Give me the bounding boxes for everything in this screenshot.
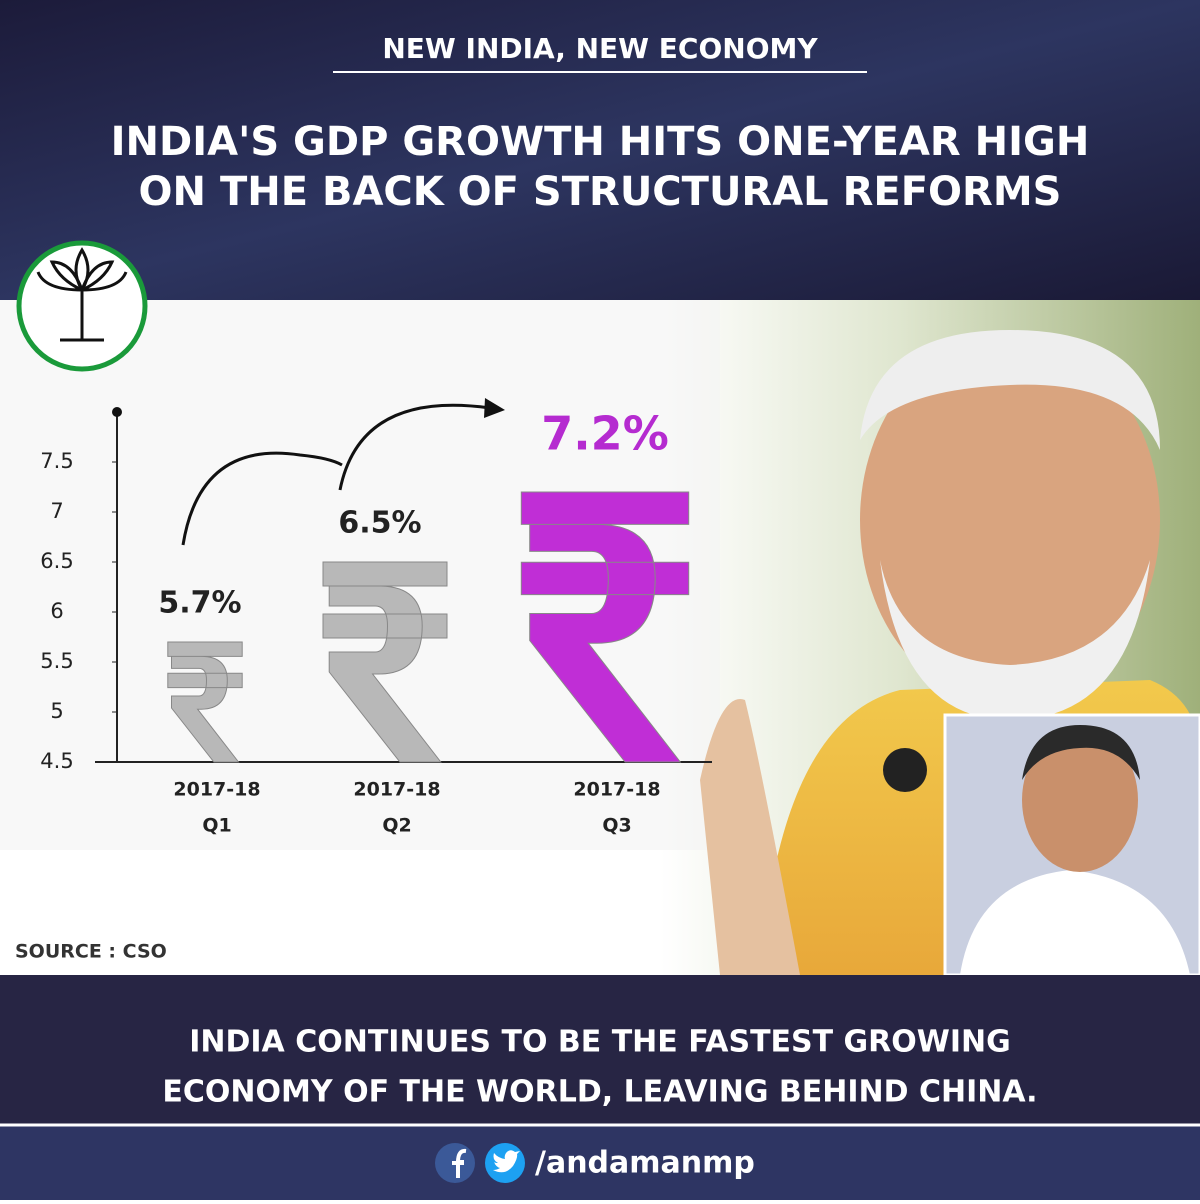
social-handle[interactable]: /andamanmp (535, 1146, 755, 1181)
y-tick-label: 7.5 (40, 449, 73, 473)
x-tick-label: 2017-18 (573, 779, 660, 801)
arrow (181, 451, 343, 546)
y-tick-label: 7 (50, 499, 63, 523)
facebook-glyph (452, 1148, 467, 1178)
footer-message: ECONOMY OF THE WORLD, LEAVING BEHIND CHI… (162, 1075, 1037, 1110)
x-tick-label: 2017-18 (353, 779, 440, 801)
source: SOURCE : CSO (15, 941, 167, 963)
value-label: 5.7% (158, 586, 241, 621)
value-label: 6.5% (338, 506, 421, 541)
footer-message: INDIA CONTINUES TO BE THE FASTEST GROWIN… (189, 1025, 1011, 1060)
social-bar (0, 1125, 1200, 1200)
axis-dot (112, 407, 122, 417)
y-tick-label: 5.5 (40, 649, 73, 673)
y-tick-label: 6.5 (40, 549, 73, 573)
party-logo (16, 240, 148, 372)
kicker: NEW INDIA, NEW ECONOMY (382, 32, 818, 65)
bar (322, 561, 448, 763)
x-tick-label: Q3 (602, 815, 631, 837)
title-line: INDIA'S GDP GROWTH HITS ONE-YEAR HIGH (111, 119, 1090, 165)
x-tick-label: Q1 (202, 815, 231, 837)
arrow (338, 403, 491, 491)
twitter-glyph (493, 1150, 520, 1173)
x-tick-label: 2017-18 (173, 779, 260, 801)
bar (167, 641, 243, 763)
arrowhead (484, 398, 505, 418)
bar (520, 491, 690, 763)
value-label: 7.2% (541, 407, 669, 461)
footer-bg (0, 975, 1200, 1125)
portrait (943, 713, 1200, 977)
title-line: ON THE BACK OF STRUCTURAL REFORMS (139, 169, 1062, 215)
y-tick-label: 5 (50, 699, 63, 723)
y-tick-label: 4.5 (40, 749, 73, 773)
header-bg (0, 0, 1200, 300)
y-tick-label: 6 (50, 599, 63, 623)
x-tick-label: Q2 (382, 815, 411, 837)
